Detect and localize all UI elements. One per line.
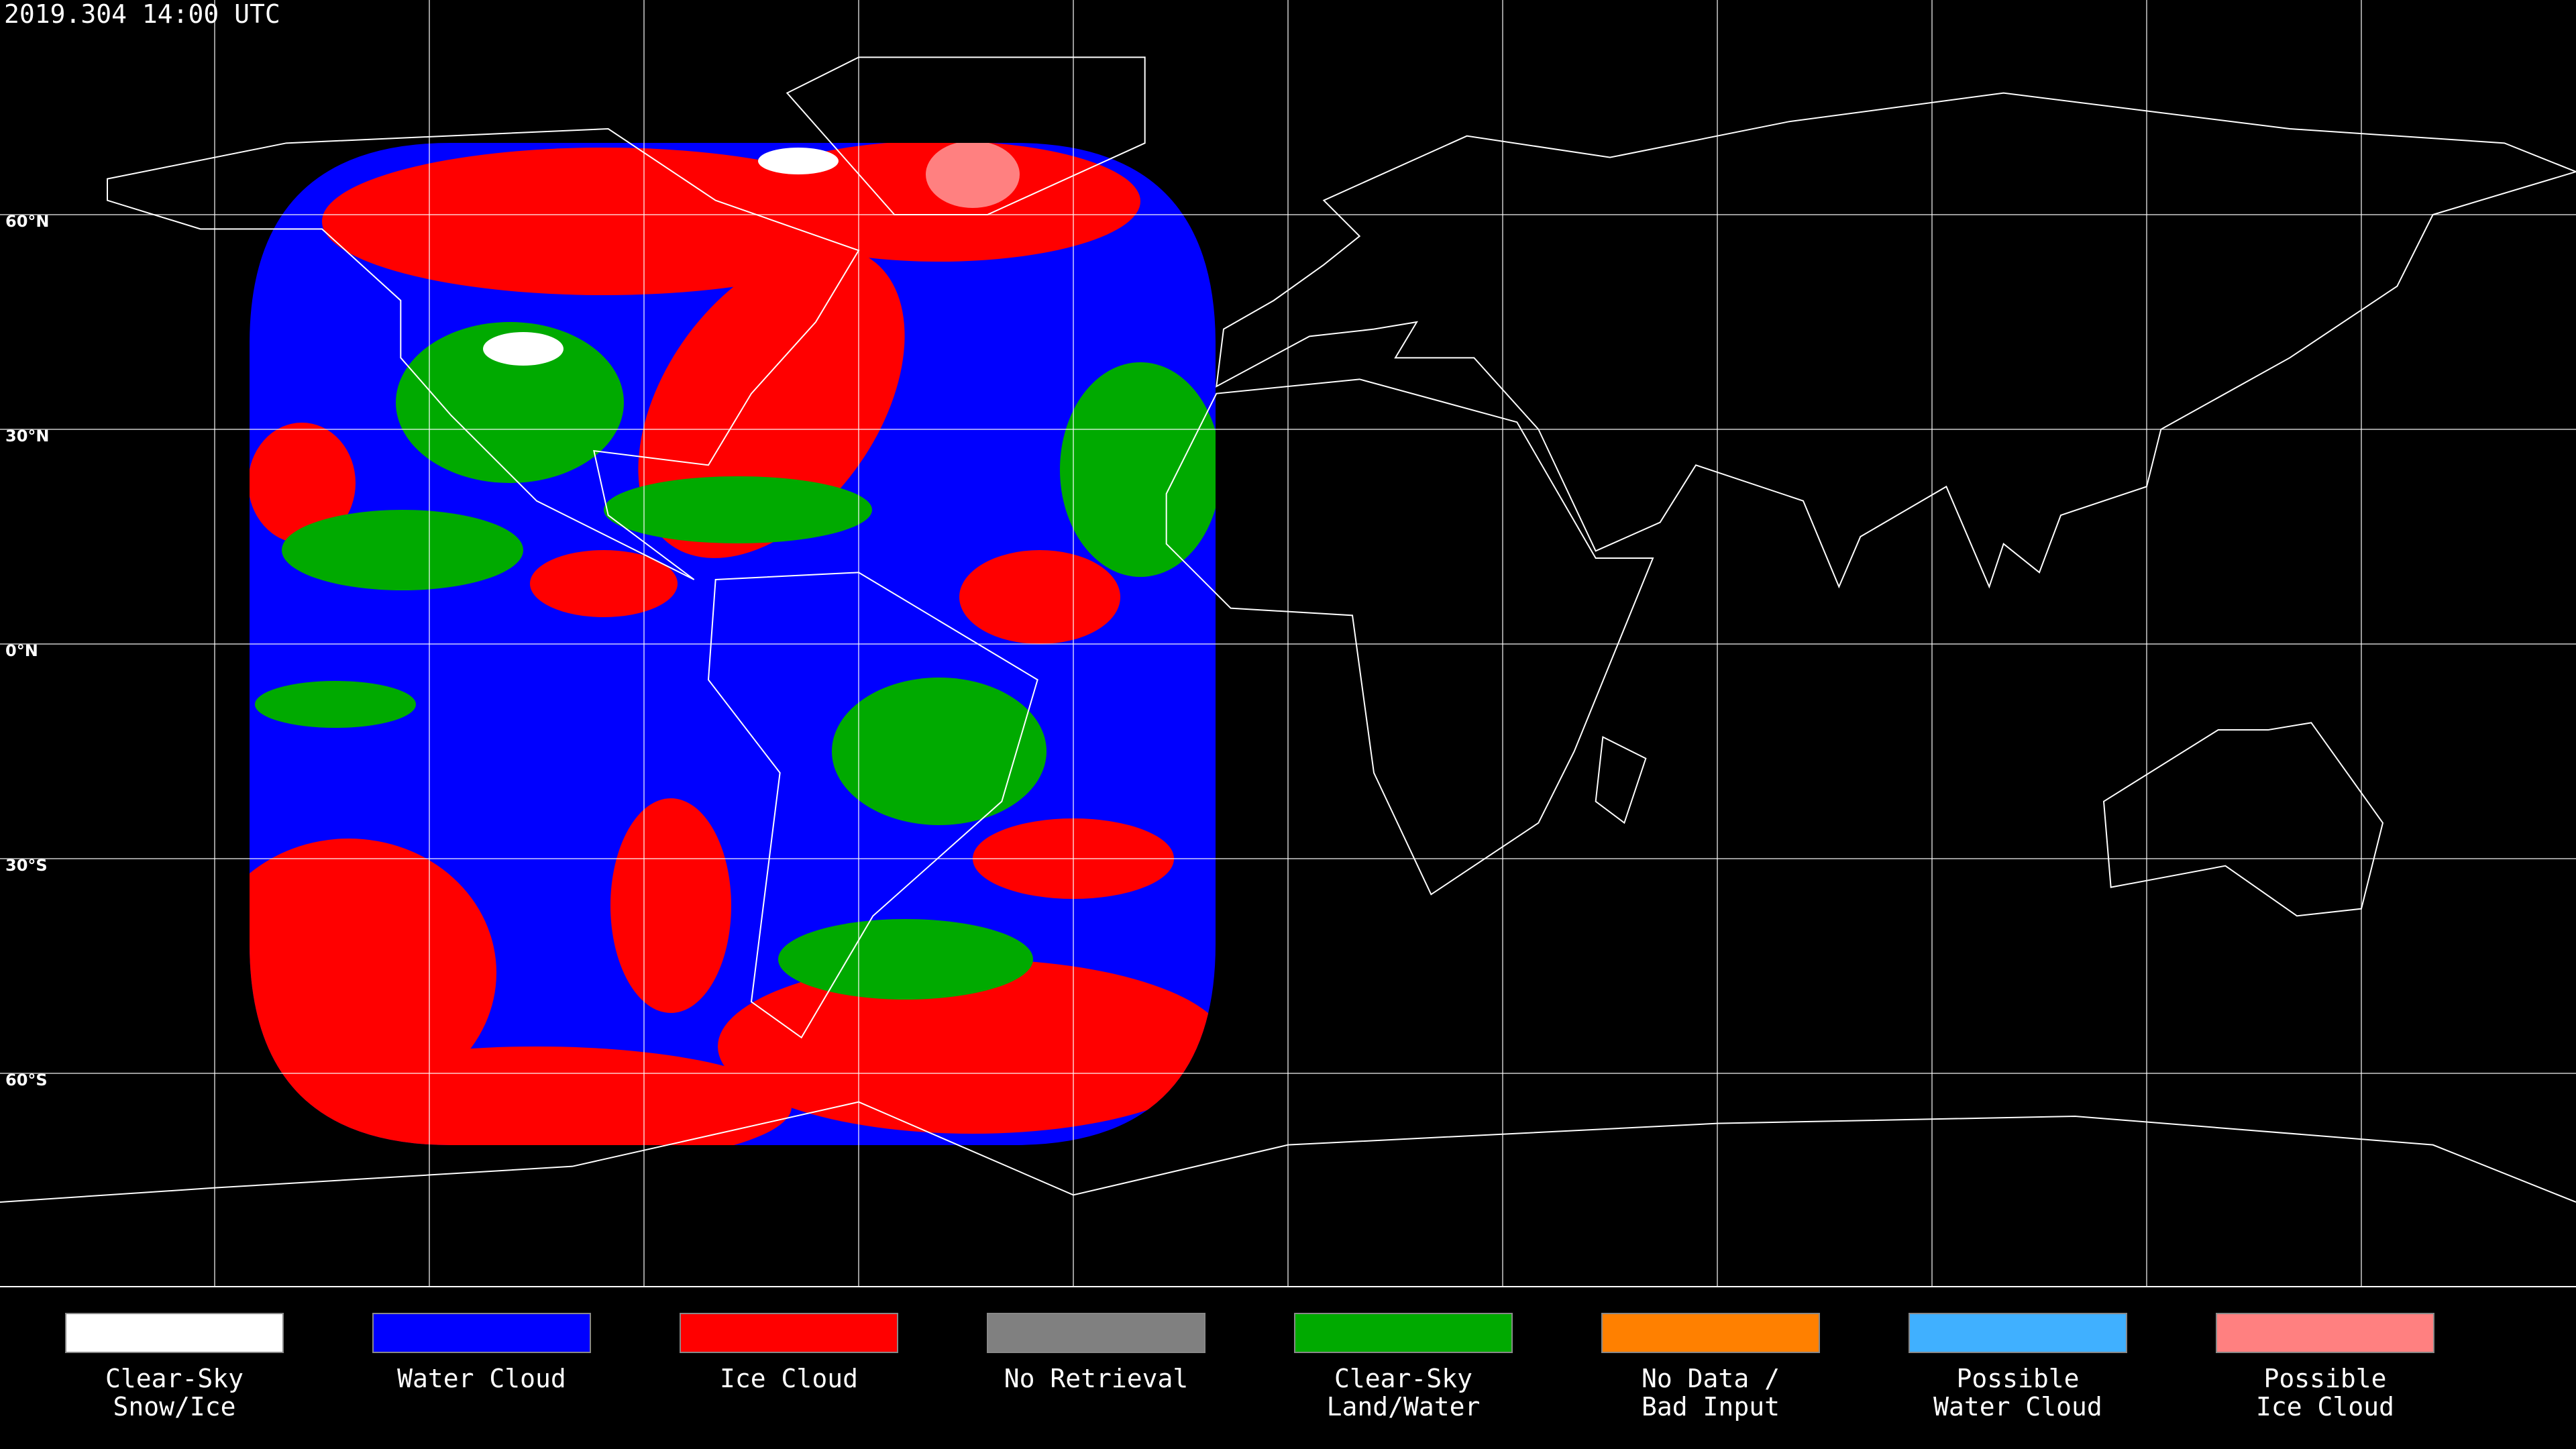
legend-swatch — [680, 1313, 898, 1353]
legend-swatch — [1294, 1313, 1513, 1353]
legend-swatch — [1909, 1313, 2127, 1353]
legend-label: Clear-Sky — [1334, 1364, 1472, 1393]
legend-label: Snow/Ice — [113, 1392, 235, 1421]
coastlines — [0, 57, 2576, 1202]
graticule — [0, 0, 2576, 1287]
legend-label: Water Cloud — [397, 1364, 566, 1393]
legend-label: Ice Cloud — [720, 1364, 858, 1393]
legend-label: Possible — [1956, 1364, 2079, 1393]
legend-swatch — [65, 1313, 284, 1353]
legend-swatch — [987, 1313, 1205, 1353]
latitude-label: 30°N — [5, 427, 49, 445]
timestamp: 2019.304 14:00 UTC — [4, 0, 280, 29]
legend-swatch — [2216, 1313, 2434, 1353]
legend-label: Clear-Sky — [105, 1364, 244, 1393]
legend-label: Possible — [2263, 1364, 2386, 1393]
latitude-label: 0°N — [5, 641, 38, 660]
latitude-label: 60°S — [5, 1071, 48, 1089]
legend-label: Bad Input — [1642, 1392, 1780, 1421]
legend-label: No Data / — [1642, 1364, 1780, 1393]
latitude-label: 30°S — [5, 856, 48, 875]
latitude-labels: 60°N 30°N 0°N 30°S 60°S — [5, 212, 49, 1089]
latitude-label: 60°N — [5, 212, 49, 231]
legend-label: Ice Cloud — [2256, 1392, 2394, 1421]
legend-label: No Retrieval — [1004, 1364, 1189, 1393]
legend-label: Water Cloud — [1933, 1392, 2102, 1421]
legend-swatch — [372, 1313, 591, 1353]
legend-swatch — [1601, 1313, 1820, 1353]
legend-label: Land/Water — [1327, 1392, 1481, 1421]
